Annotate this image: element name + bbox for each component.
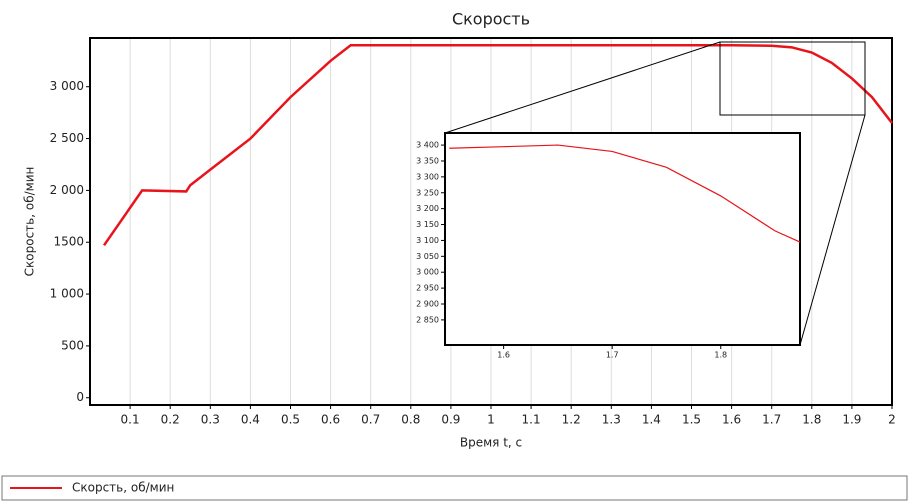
zoom-region: [719, 41, 866, 116]
data-line: [103, 44, 893, 247]
inset-background: [445, 133, 800, 345]
y-axis-label: Скорость, об/мин: [23, 167, 37, 277]
x-tick-label: 1.2: [562, 413, 581, 427]
y-tick-label: 3 350: [416, 156, 439, 165]
y-tick-label: 2 900: [416, 299, 439, 308]
y-tick-label: 3 300: [416, 172, 439, 181]
y-tick-label: 2 000: [50, 183, 84, 197]
plot-frame: [89, 37, 893, 406]
y-tick-label: 3 050: [416, 252, 439, 261]
x-tick-label: 1.6: [497, 351, 510, 360]
y-tick-label: 1 000: [50, 287, 84, 301]
y-tick-label: 1500: [53, 235, 84, 249]
y-tick-label: 2 500: [50, 131, 84, 145]
x-tick-label: 1.4: [642, 413, 661, 427]
zoom-connector: [444, 41, 721, 134]
chart-title: Скорость: [452, 10, 530, 29]
y-tick-label: 3 000: [416, 268, 439, 277]
x-tick-label: 1.1: [522, 413, 541, 427]
x-tick-label: 0.1: [121, 413, 140, 427]
x-tick-label: 0.5: [281, 413, 300, 427]
x-tick-label: 1.3: [602, 413, 621, 427]
plot: 1.6 1.7 1.8 2 850 2 900 2 950 3 000 3 050 3 100 3…: [416, 132, 801, 360]
x-tick-label: 1.5: [682, 413, 701, 427]
y-tick-label: 3 200: [416, 204, 439, 213]
x-tick-label: 0.2: [161, 413, 180, 427]
y-tick-label: 3 250: [416, 188, 439, 197]
x-tick-label: 0.7: [361, 413, 380, 427]
x-tick-label: 1.8: [714, 351, 727, 360]
y-tick-label: 0: [76, 390, 84, 404]
y-tick-label: 3 150: [416, 220, 439, 229]
x-tick-label: 0.9: [441, 413, 460, 427]
legend-label: Скорсть, об/мин: [72, 481, 174, 495]
x-tick-label: 1.6: [722, 413, 741, 427]
x-tick-label: 1.7: [606, 351, 619, 360]
y-tick-label: 3 100: [416, 236, 439, 245]
x-tick-label: 1: [487, 413, 495, 427]
x-tick-label: 1.7: [762, 413, 781, 427]
data-line: [449, 144, 801, 243]
x-tick-label: 0.4: [241, 413, 260, 427]
zoom-connector: [799, 114, 866, 346]
y-tick-label: 500: [61, 338, 84, 352]
x-tick-label: 1.8: [802, 413, 821, 427]
y-tick-label: 3 400: [416, 141, 439, 150]
y-tick-label: 2 850: [416, 315, 439, 324]
plot-frame: [444, 132, 801, 346]
x-tick-label: 0.8: [401, 413, 420, 427]
x-tick-label: 0.6: [321, 413, 340, 427]
legend: [1, 475, 908, 501]
x-axis-label: Время t, с: [460, 436, 522, 450]
x-tick-label: 2: [888, 413, 896, 427]
x-tick-label: 0.3: [201, 413, 220, 427]
y-tick-label: 2 950: [416, 284, 439, 293]
y-tick-label: 3 000: [50, 79, 84, 93]
x-tick-label: 1.9: [842, 413, 861, 427]
